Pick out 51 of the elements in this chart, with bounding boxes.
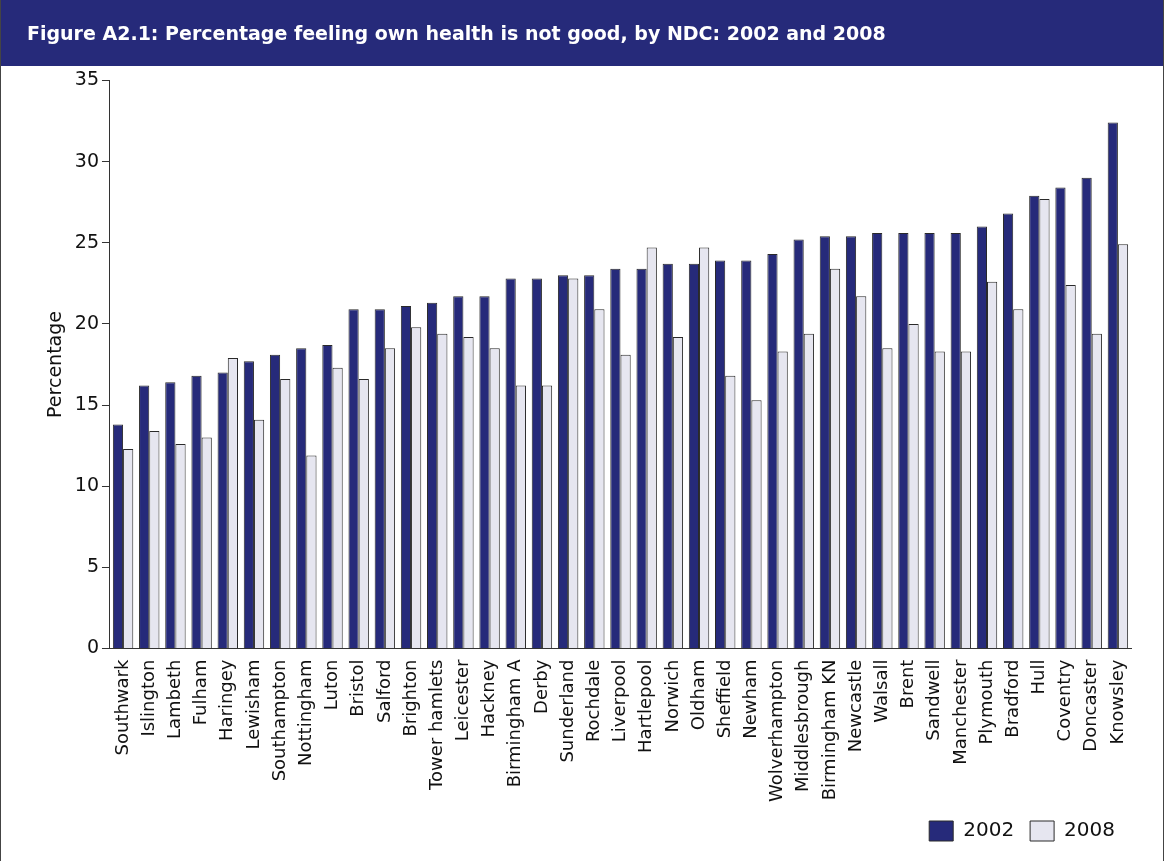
x-tick-label: Tower hamlets [424,659,446,791]
x-tick-label: Brighton [398,659,420,737]
x-tick-label: Oldham [686,659,708,731]
x-tick-label: Walsall [869,659,891,723]
x-tick-label: Birmingham A [503,658,525,788]
x-tick-label: Birmingham KN [817,659,839,801]
x-tick-label: Norwich [660,659,682,733]
x-tick-label: Brent [896,659,918,709]
x-tick-label: Haringey [215,659,237,742]
x-tick-label: Bradford [1000,659,1022,738]
x-tick-label: Nottingham [294,659,315,766]
x-tick-label: Lewisham [241,659,263,750]
x-tick-label: Hull [1027,659,1049,695]
y-tick-label: 10 [74,473,99,496]
x-tick-label: Newham [739,659,761,739]
y-tick-label: 5 [86,554,99,577]
x-tick-label: Middlesbrough [791,659,813,793]
x-tick-label: Wolverhampton [765,659,787,803]
y-axis-title: Percentage [43,311,66,418]
x-tick-label: Lambeth [163,659,185,740]
chart-title: Figure A2.1: Percentage feeling own health is not good, by NDC: 2002 and 2008 [1,0,1163,66]
x-tick-label: Bristol [346,659,368,717]
x-tick-label: Newcastle [843,659,865,753]
x-tick-label: Rochdale [581,659,603,743]
x-tick-label: Islington [136,659,158,737]
x-tick-label: Sandwell [922,659,944,741]
legend-label: 2008 [1064,817,1116,842]
x-tick-label: Sheffield [712,659,734,739]
x-tick-label: Derby [529,659,551,714]
legend-label: 2002 [963,817,1015,842]
y-tick-label: 35 [74,67,99,90]
x-tick-label: Knowsley [1105,659,1127,745]
y-tick-label: 30 [74,148,99,171]
x-tick-label: Fulham [189,659,211,726]
x-tick-label: Coventry [1053,659,1075,742]
x-tick-label: Hartlepool [634,659,656,754]
x-tick-label: Luton [320,659,342,711]
x-tick-label: Plymouth [974,659,996,745]
x-tick-label: Sunderland [555,659,577,763]
x-tick-label: Doncaster [1079,658,1101,752]
x-tick-label: Manchester [948,658,970,765]
y-tick-label: 20 [74,310,99,333]
y-tick-label: 15 [74,392,99,414]
x-tick-label: Southampton [267,659,289,782]
x-tick-label: Hackney [477,659,499,738]
x-tick-label: Salford [372,659,394,723]
x-tick-label: Liverpool [608,659,630,743]
x-tick-label: Southwark [110,658,132,756]
x-tick-label: Leicester [451,658,473,742]
y-tick-label: 0 [86,635,99,658]
y-tick-label: 25 [74,229,99,252]
